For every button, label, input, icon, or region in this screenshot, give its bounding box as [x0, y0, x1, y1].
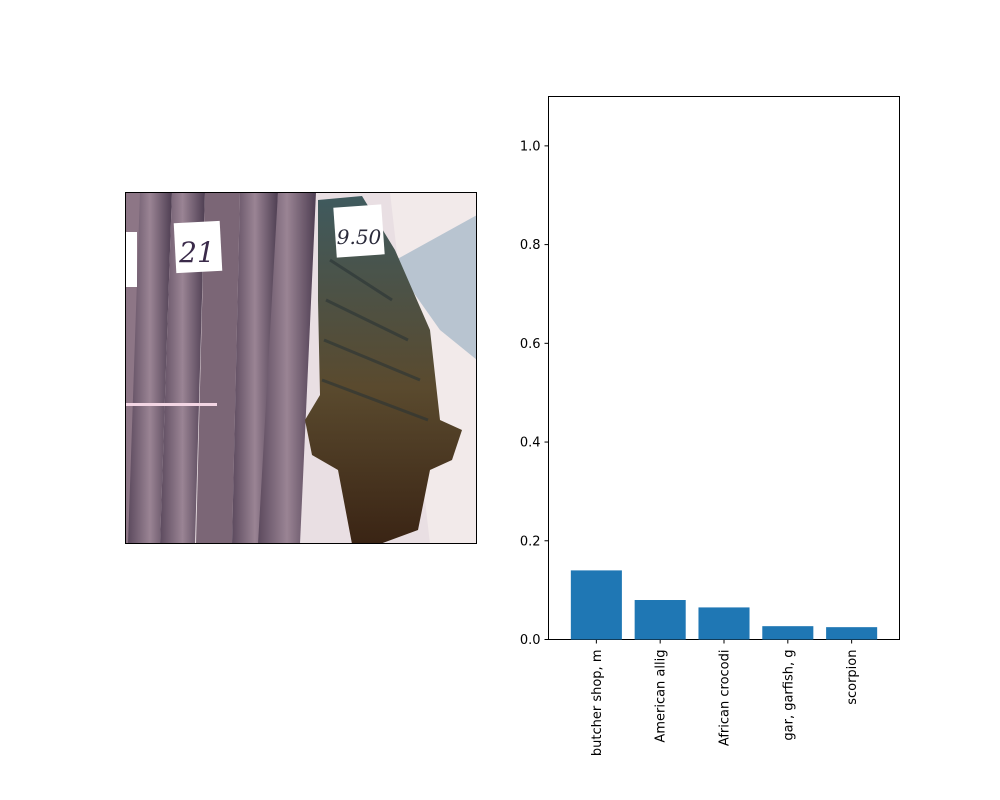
- y-tick-label: 0.0: [520, 633, 541, 648]
- y-tick-label: 1.0: [520, 139, 541, 154]
- bar-4: [826, 627, 878, 640]
- price-tag-left-text: 21: [178, 236, 215, 269]
- bar-2: [698, 607, 750, 640]
- paper-wrap: [392, 215, 477, 360]
- sturgeon: [305, 196, 462, 544]
- x-tick-label: gar, garfish, g: [781, 650, 796, 741]
- x-tick-label: American allig: [654, 650, 669, 743]
- photo-panel: 21 9.50: [125, 192, 477, 544]
- price-tag-right-text: 9.50: [337, 225, 382, 249]
- x-tick-label: butcher shop, m: [590, 650, 605, 757]
- y-tick-label: 0.2: [520, 534, 541, 549]
- bar-chart: 0.0 0.2 0.4 0.6 0.8 1.0 butcher shop, m Americ…: [520, 96, 900, 757]
- eels-group: [125, 192, 316, 544]
- bars-group: [570, 570, 878, 640]
- photo-frame: [125, 192, 477, 544]
- x-tick-label: African crocodi: [718, 650, 733, 747]
- y-tick-label: 0.4: [520, 436, 541, 451]
- bar-3: [762, 626, 814, 640]
- price-tag-left: 21: [173, 220, 223, 274]
- bar-1: [634, 600, 686, 640]
- y-axis-ticks: 0.0 0.2 0.4 0.6 0.8 1.0: [520, 139, 549, 648]
- plot-frame: [548, 96, 900, 640]
- price-tag-right: 9.50: [333, 204, 385, 258]
- x-axis-ticks: butcher shop, m American allig African cro…: [590, 639, 860, 757]
- y-tick-label: 0.6: [520, 337, 541, 352]
- price-tag-edge: [125, 232, 137, 287]
- x-tick-label: scorpion: [845, 650, 860, 705]
- y-tick-label: 0.8: [520, 238, 541, 253]
- bar-0: [570, 570, 622, 640]
